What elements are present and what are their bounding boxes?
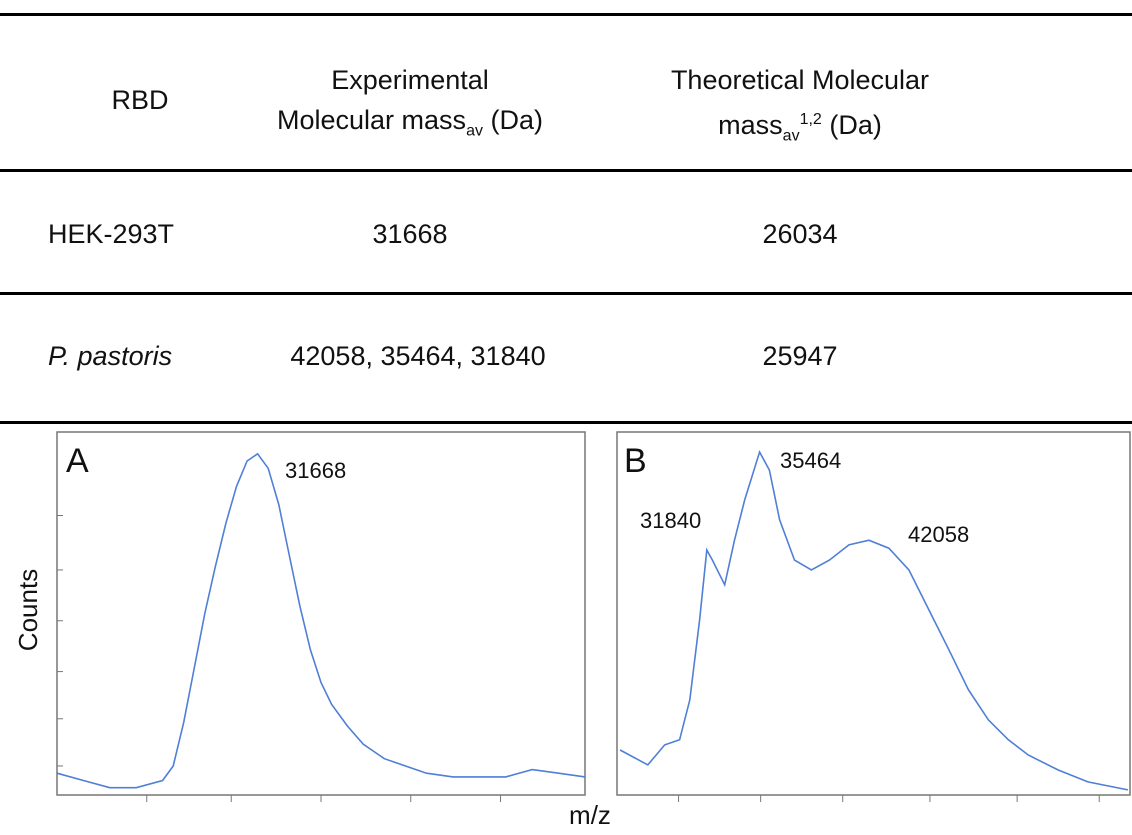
peak-label: 31840 bbox=[640, 508, 701, 533]
table-rule bbox=[0, 13, 1132, 16]
table-cell: HEK-293T bbox=[48, 219, 175, 249]
header-sup: 1,2 bbox=[799, 111, 822, 128]
header-sub: av bbox=[466, 122, 483, 140]
header-cell: RBD bbox=[111, 85, 169, 115]
peak-label: 42058 bbox=[908, 522, 969, 547]
table-cell: 25947 bbox=[762, 341, 838, 371]
table-rule bbox=[0, 292, 1132, 295]
header-text: mass bbox=[718, 110, 783, 140]
table-rule bbox=[0, 421, 1132, 424]
plot-frame bbox=[56, 431, 586, 796]
table-cell: P. pastoris bbox=[48, 341, 173, 371]
header-cell: Theoretical Molecular massav1,2 (Da) bbox=[600, 60, 1000, 156]
header-text: (Da) bbox=[829, 110, 882, 140]
spectrum-line bbox=[619, 449, 1129, 791]
panel-label: A bbox=[66, 442, 89, 480]
panel-label: B bbox=[624, 442, 647, 480]
header-text: Molecular mass bbox=[277, 105, 467, 135]
table-rule bbox=[0, 169, 1132, 172]
table-cell: 31668 bbox=[372, 219, 448, 249]
peak-label: 31668 bbox=[285, 458, 346, 483]
spectrum-line bbox=[56, 452, 586, 789]
y-axis-label: Counts bbox=[13, 569, 43, 651]
table-cell: 42058, 35464, 31840 bbox=[290, 341, 546, 371]
table-cell: 26034 bbox=[762, 219, 838, 249]
header-text: (Da) bbox=[490, 105, 543, 135]
x-axis-label: m/z bbox=[569, 800, 611, 830]
header-sub: av bbox=[782, 127, 800, 145]
header-text: Experimental bbox=[331, 65, 489, 95]
spectra: Counts m/z A 31668 B 31840 35464 42058 bbox=[13, 431, 1131, 830]
header-cell: Experimental Molecular massav (Da) bbox=[240, 60, 580, 151]
peak-label: 35464 bbox=[780, 448, 841, 473]
plot-frame bbox=[616, 431, 1131, 796]
header-text: Theoretical Molecular bbox=[670, 65, 930, 95]
